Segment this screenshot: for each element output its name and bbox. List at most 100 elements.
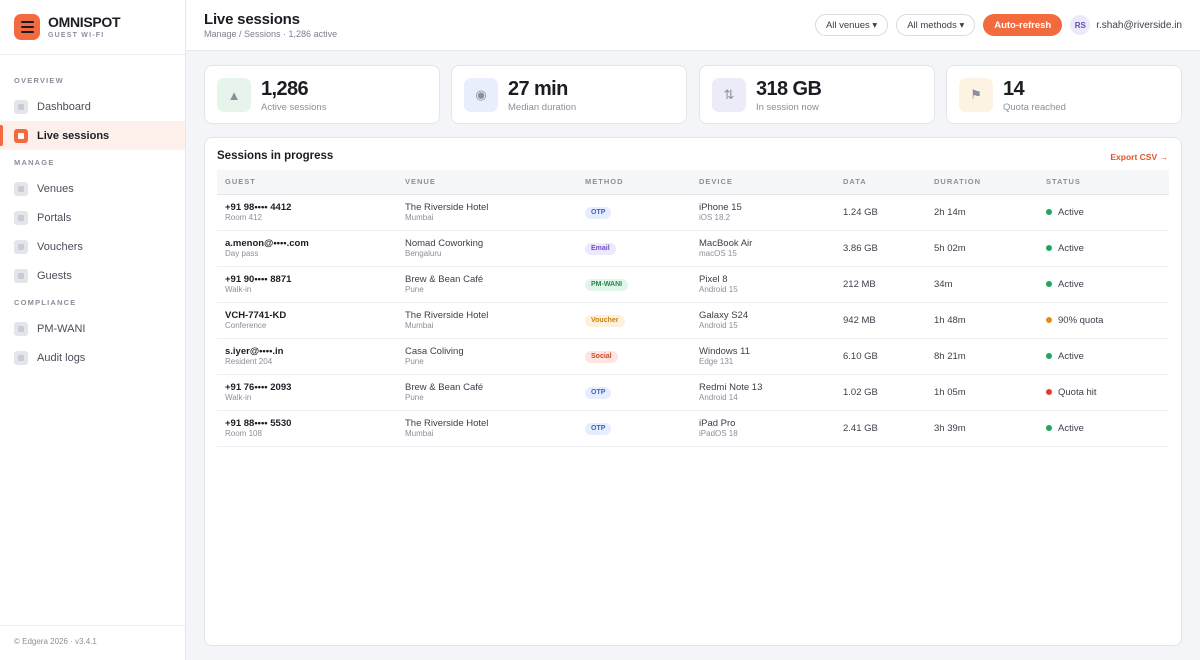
sidebar-item-audit-logs[interactable]: Audit logs — [0, 343, 185, 372]
column-header-venue[interactable]: VENUE — [397, 170, 577, 195]
table-row[interactable]: +91 76•••• 2093 Walk-in Brew & Bean Café Pu… — [217, 374, 1169, 411]
guest-id: +91 76•••• 2093 — [225, 381, 292, 393]
transfer-icon: ⇅ — [712, 78, 746, 112]
stat-label: Median duration — [508, 102, 577, 113]
table-row[interactable]: +91 90•••• 8871 Walk-in Brew & Bean Café Pu… — [217, 266, 1169, 303]
sidebar-item-label: Portals — [37, 211, 72, 224]
sidebar: OMNISPOT GUEST WI-FI OVERVIEW Dashboard … — [0, 0, 186, 660]
page-title: Live sessions — [204, 11, 300, 28]
venue-filter-dropdown[interactable]: All venues ▾ — [814, 14, 889, 36]
sidebar-item-portals[interactable]: Portals — [0, 203, 185, 232]
sidebar-item-guests[interactable]: Guests — [0, 261, 185, 290]
table-row[interactable]: +91 88•••• 5530 Room 108 The Riverside Hot… — [217, 410, 1169, 447]
flag-icon: ⚑ — [959, 78, 993, 112]
stat-value: 27 min — [508, 78, 568, 100]
column-header-device[interactable]: DEVICE — [691, 170, 835, 195]
guest-note: Room 412 — [225, 212, 262, 222]
cell-method: Voucher — [577, 302, 691, 339]
venue-city: Pune — [405, 284, 424, 294]
trend-up-icon: ▲ — [217, 78, 251, 112]
cell-device: MacBook Air macOS 15 — [691, 230, 835, 267]
cell-device: Redmi Note 13 Android 14 — [691, 374, 835, 411]
cell-venue: Brew & Bean Café Pune — [397, 266, 577, 303]
cell-status: Active — [1038, 266, 1169, 303]
cell-device: Windows 11 Edge 131 — [691, 338, 835, 375]
session-duration: 34m — [934, 278, 953, 290]
sidebar-item-vouchers[interactable]: Vouchers — [0, 232, 185, 261]
status-badge: Quota hit — [1058, 386, 1097, 398]
cell-data: 942 MB — [835, 302, 926, 339]
cell-guest: +91 76•••• 2093 Walk-in — [217, 374, 397, 411]
column-header-method[interactable]: METHOD — [577, 170, 691, 195]
device-name: Redmi Note 13 — [699, 381, 763, 393]
venue-name: Brew & Bean Café — [405, 381, 484, 393]
sidebar-item-pm-wani[interactable]: PM-WANI — [0, 314, 185, 343]
venue-name: Casa Coliving — [405, 345, 464, 357]
clock-icon: ◉ — [464, 78, 498, 112]
device-name: iPhone 15 — [699, 201, 742, 213]
method-filter-dropdown[interactable]: All methods ▾ — [896, 14, 976, 36]
table-row[interactable]: VCH-7741-KD Conference The Riverside Hotel… — [217, 302, 1169, 339]
cell-duration: 2h 14m — [926, 194, 1038, 231]
dashboard-icon — [14, 99, 28, 114]
cell-duration: 1h 05m — [926, 374, 1038, 411]
cell-data: 212 MB — [835, 266, 926, 303]
pm-wani-icon — [14, 321, 28, 336]
cell-venue: Brew & Bean Café Pune — [397, 374, 577, 411]
cell-data: 1.24 GB — [835, 194, 926, 231]
audit-logs-icon — [14, 350, 28, 365]
sidebar-item-label: Guests — [37, 269, 72, 282]
nav-section-compliance: COMPLIANCE — [14, 298, 77, 307]
session-duration: 3h 39m — [934, 422, 966, 434]
stat-card-median-duration: ◉ 27 min Median duration — [451, 65, 687, 124]
auto-refresh-button[interactable]: Auto-refresh — [983, 14, 1063, 36]
user-email[interactable]: r.shah@riverside.in — [1096, 19, 1182, 31]
session-duration: 2h 14m — [934, 206, 966, 218]
device-os: iPadOS 18 — [699, 428, 738, 438]
guest-note: Walk-in — [225, 284, 252, 294]
stat-card-quota-reached: ⚑ 14 Quota reached — [946, 65, 1182, 124]
data-usage: 3.86 GB — [843, 242, 878, 254]
column-header-duration[interactable]: DURATION — [926, 170, 1038, 195]
stat-label: Active sessions — [261, 102, 327, 113]
venue-name: The Riverside Hotel — [405, 309, 489, 321]
guest-note: Conference — [225, 320, 267, 330]
method-badge: OTP — [585, 422, 612, 435]
table-row[interactable]: +91 98•••• 4412 Room 412 The Riverside Hot… — [217, 194, 1169, 231]
venue-city: Mumbai — [405, 320, 434, 330]
method-badge: OTP — [585, 206, 612, 219]
cell-venue: The Riverside Hotel Mumbai — [397, 302, 577, 339]
session-duration: 5h 02m — [934, 242, 966, 254]
device-os: Android 15 — [699, 284, 738, 294]
sidebar-item-live-sessions[interactable]: Live sessions — [0, 121, 185, 150]
avatar[interactable]: RS — [1070, 15, 1091, 35]
column-header-status[interactable]: STATUS — [1038, 170, 1169, 195]
brand: OMNISPOT GUEST WI-FI — [0, 0, 185, 55]
session-duration: 8h 21m — [934, 350, 966, 362]
menu-icon[interactable] — [14, 14, 40, 40]
device-name: MacBook Air — [699, 237, 753, 249]
device-name: Windows 11 — [699, 345, 751, 357]
status-dot-icon — [1046, 389, 1052, 395]
status-dot-icon — [1046, 353, 1052, 359]
sidebar-item-dashboard[interactable]: Dashboard — [0, 92, 185, 121]
guests-icon — [14, 268, 28, 283]
brand-subtitle: GUEST WI-FI — [48, 32, 105, 39]
venue-city: Mumbai — [405, 212, 434, 222]
venue-city: Pune — [405, 392, 424, 402]
column-header-data[interactable]: DATA — [835, 170, 926, 195]
cell-status: Active — [1038, 410, 1169, 447]
status-badge: Active — [1058, 422, 1084, 434]
export-csv-link[interactable]: Export CSV → — [1110, 152, 1168, 162]
sessions-table: GUEST VENUE METHOD DEVICE DATA DURATION … — [217, 170, 1169, 447]
table-row[interactable]: s.iyer@••••.in Resident 204 Casa Coliving P… — [217, 338, 1169, 375]
cell-guest: +91 88•••• 5530 Room 108 — [217, 410, 397, 447]
sidebar-item-venues[interactable]: Venues — [0, 174, 185, 203]
column-header-guest[interactable]: GUEST — [217, 170, 397, 195]
device-os: iOS 18.2 — [699, 212, 731, 222]
cell-venue: The Riverside Hotel Mumbai — [397, 194, 577, 231]
method-badge: OTP — [585, 386, 612, 399]
cell-guest: s.iyer@••••.in Resident 204 — [217, 338, 397, 375]
table-row[interactable]: a.menon@••••.com Day pass Nomad Coworking B… — [217, 230, 1169, 267]
guest-id: +91 90•••• 8871 — [225, 273, 292, 285]
